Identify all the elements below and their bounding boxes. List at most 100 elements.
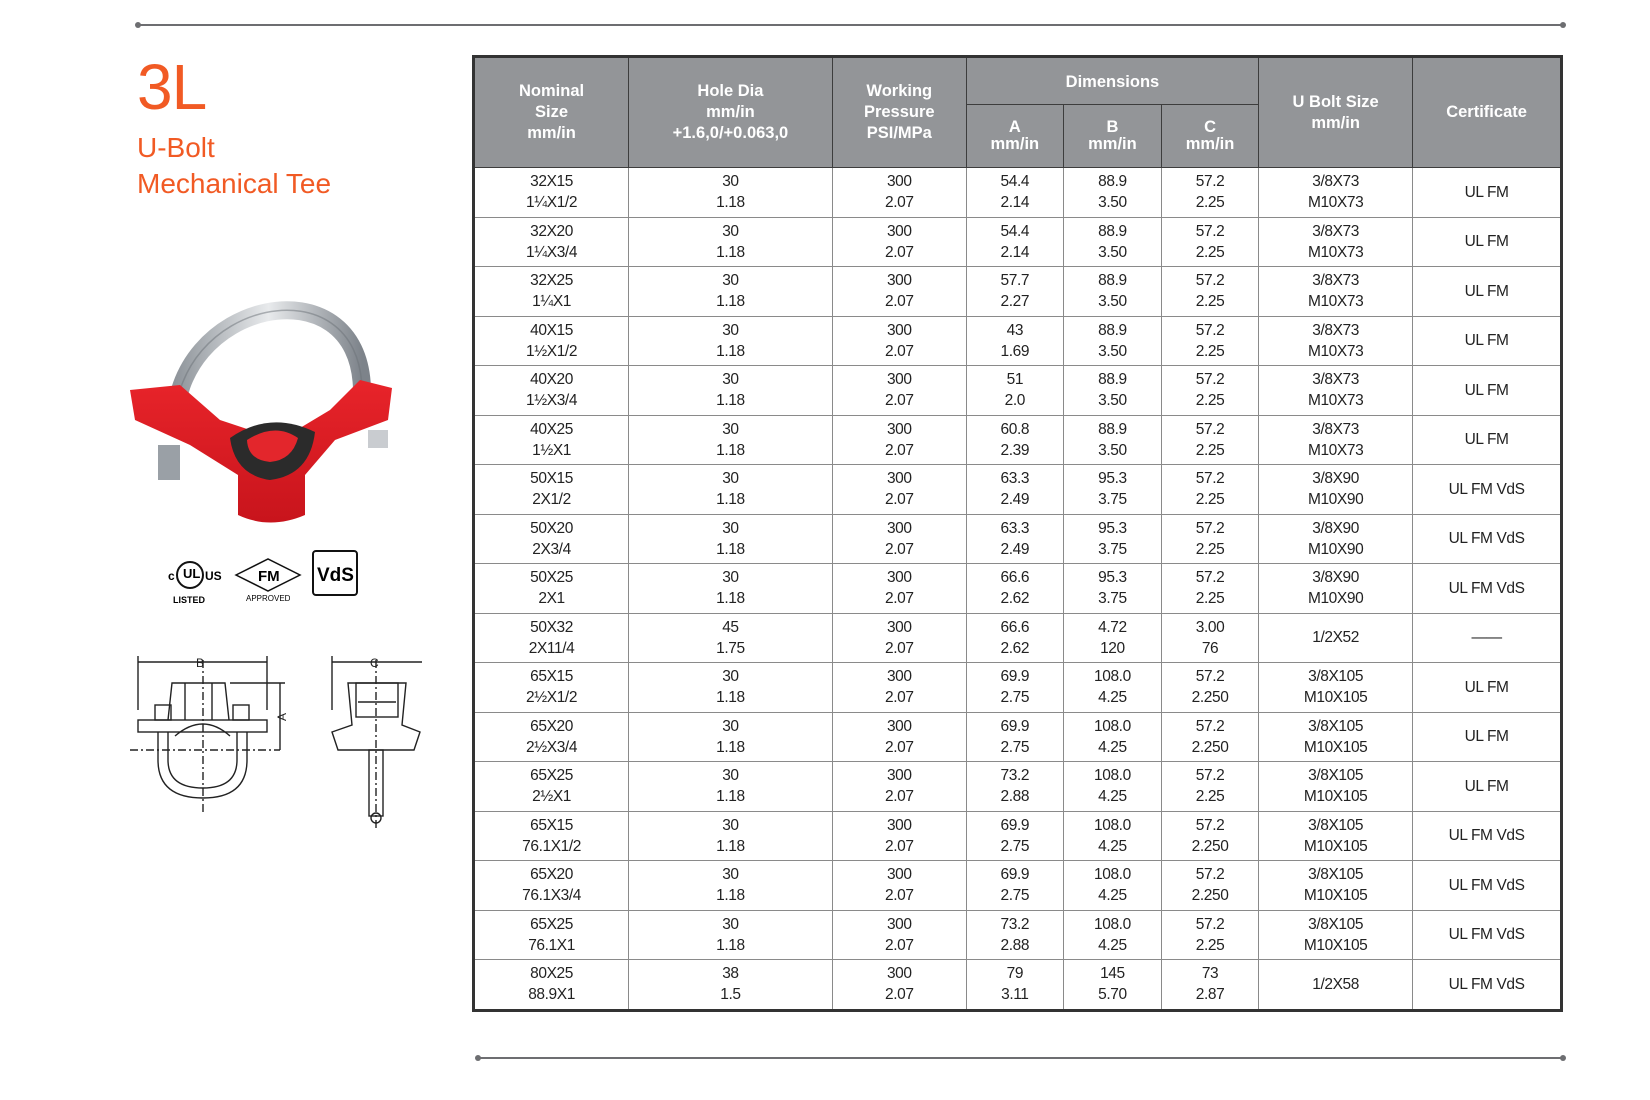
cell-size: 65X15 2½X1/2 xyxy=(472,662,630,713)
cell-b: 108.0 4.25 xyxy=(1062,662,1162,713)
cell-b: 145 5.70 xyxy=(1062,959,1162,1011)
cell-c: 73 2.87 xyxy=(1160,959,1260,1011)
cell-c: 57.2 2.25 xyxy=(1160,365,1260,416)
svg-text:FM: FM xyxy=(258,568,280,585)
cell-a: 57.7 2.27 xyxy=(965,266,1064,317)
cell-a: 73.2 2.88 xyxy=(965,761,1064,812)
cell-wp: 300 2.07 xyxy=(831,464,967,515)
vds-logo: VdS xyxy=(312,550,358,596)
cell-ubolt: 3/8X73 M10X73 xyxy=(1258,266,1414,317)
cell-c: 57.2 2.25 xyxy=(1160,563,1260,614)
cell-wp: 300 2.07 xyxy=(831,959,967,1011)
cell-b: 95.3 3.75 xyxy=(1062,563,1162,614)
cell-size: 65X20 2½X3/4 xyxy=(472,711,630,762)
cell-size: 65X25 76.1X1 xyxy=(472,909,630,960)
table-row: 50X32 2X11/4 45 1.75 300 2.07 66.6 2.62 4.72 120 3… xyxy=(472,612,1562,663)
cell-size: 40X20 1½X3/4 xyxy=(472,365,630,416)
cell-hole: 30 1.18 xyxy=(628,860,833,911)
cell-size: 40X25 1½X1 xyxy=(472,414,630,465)
cell-b: 108.0 4.25 xyxy=(1062,711,1162,762)
cell-a: 51 2.0 xyxy=(965,365,1064,416)
cell-a: 73.2 2.88 xyxy=(965,909,1064,960)
cell-a: 66.6 2.62 xyxy=(965,563,1064,614)
cell-b: 108.0 4.25 xyxy=(1062,810,1162,861)
cell-cert: UL FM xyxy=(1412,711,1562,762)
cell-cert: UL FM xyxy=(1412,266,1562,317)
cell-a: 69.9 2.75 xyxy=(965,662,1064,713)
table-row: 65X20 76.1X3/4 30 1.18 300 2.07 69.9 2.75 108.0 4… xyxy=(472,860,1562,911)
cell-a: 79 3.11 xyxy=(965,959,1064,1011)
svg-text:LISTED: LISTED xyxy=(173,595,206,605)
cell-cert: UL FM VdS xyxy=(1412,810,1562,861)
svg-text:UL: UL xyxy=(183,566,200,581)
cell-hole: 30 1.18 xyxy=(628,315,833,366)
ul-listed-logo: c UL US LISTED xyxy=(168,561,222,605)
cell-cert: UL FM xyxy=(1412,365,1562,416)
cell-hole: 30 1.18 xyxy=(628,216,833,267)
cell-size: 50X25 2X1 xyxy=(472,563,630,614)
cell-ubolt: 1/2X58 xyxy=(1258,959,1414,1011)
cell-cert: UL FM VdS xyxy=(1412,513,1562,564)
cell-ubolt: 3/8X73 M10X73 xyxy=(1258,167,1414,218)
cell-wp: 300 2.07 xyxy=(831,266,967,317)
cell-ubolt: 3/8X73 M10X73 xyxy=(1258,315,1414,366)
cell-size: 40X15 1½X1/2 xyxy=(472,315,630,366)
table-row: 40X20 1½X3/4 30 1.18 300 2.07 51 2.0 88.9 3.50 57.… xyxy=(472,365,1562,416)
header-u-bolt-size: U Bolt Size mm/in xyxy=(1258,56,1414,168)
cell-wp: 300 2.07 xyxy=(831,365,967,416)
cell-cert: UL FM VdS xyxy=(1412,959,1562,1011)
cell-c: 57.2 2.250 xyxy=(1160,860,1260,911)
cell-hole: 30 1.18 xyxy=(628,414,833,465)
cell-c: 57.2 2.25 xyxy=(1160,167,1260,218)
cell-c: 57.2 2.25 xyxy=(1160,315,1260,366)
cell-hole: 30 1.18 xyxy=(628,810,833,861)
side-view-drawing: C xyxy=(331,656,422,830)
cell-b: 88.9 3.50 xyxy=(1062,266,1162,317)
product-name: U-Bolt Mechanical Tee xyxy=(137,132,332,199)
cell-a: 63.3 2.49 xyxy=(965,513,1064,564)
cell-ubolt: 3/8X105 M10X105 xyxy=(1258,860,1414,911)
cell-cert: UL FM xyxy=(1412,662,1562,713)
model-number: 3L xyxy=(137,51,207,123)
cell-hole: 30 1.18 xyxy=(628,167,833,218)
cell-b: 4.72 120 xyxy=(1062,612,1162,663)
cell-cert: UL FM xyxy=(1412,414,1562,465)
title-block: 3L U-Bolt Mechanical Tee xyxy=(137,52,331,202)
cell-a: 60.8 2.39 xyxy=(965,414,1064,465)
cell-hole: 30 1.18 xyxy=(628,365,833,416)
cell-ubolt: 3/8X105 M10X105 xyxy=(1258,810,1414,861)
cell-hole: 30 1.18 xyxy=(628,662,833,713)
cell-wp: 300 2.07 xyxy=(831,662,967,713)
cell-b: 88.9 3.50 xyxy=(1062,216,1162,267)
svg-text:US: US xyxy=(205,569,222,583)
cell-ubolt: 3/8X105 M10X105 xyxy=(1258,909,1414,960)
cell-hole: 30 1.18 xyxy=(628,563,833,614)
cell-wp: 300 2.07 xyxy=(831,761,967,812)
table-row: 50X15 2X1/2 30 1.18 300 2.07 63.3 2.49 95.3 3.75 5… xyxy=(472,464,1562,515)
cell-size: 50X32 2X11/4 xyxy=(472,612,630,663)
table-row: 32X15 1¼X1/2 30 1.18 300 2.07 54.4 2.14 88.9 3.50… xyxy=(472,167,1562,218)
cell-size: 80X25 88.9X1 xyxy=(472,959,630,1011)
cell-ubolt: 3/8X105 M10X105 xyxy=(1258,662,1414,713)
cell-a: 69.9 2.75 xyxy=(965,810,1064,861)
svg-text:VdS: VdS xyxy=(317,565,354,586)
cell-c: 3.00 76 xyxy=(1160,612,1260,663)
cell-ubolt: 3/8X73 M10X73 xyxy=(1258,365,1414,416)
cell-c: 57.2 2.25 xyxy=(1160,266,1260,317)
cell-cert: UL FM xyxy=(1412,167,1562,218)
cell-cert: UL FM VdS xyxy=(1412,464,1562,515)
table-row: 65X25 2½X1 30 1.18 300 2.07 73.2 2.88 108.0 4.25 5… xyxy=(472,761,1562,812)
table-row: 50X20 2X3/4 30 1.18 300 2.07 63.3 2.49 95.3 3.75 5… xyxy=(472,513,1562,564)
table-row: 80X25 88.9X1 38 1.5 300 2.07 79 3.11 145 5.70 73 2.… xyxy=(472,959,1562,1011)
header-certificate: Certificate xyxy=(1412,56,1562,168)
cell-c: 57.2 2.25 xyxy=(1160,513,1260,564)
cell-wp: 300 2.07 xyxy=(831,563,967,614)
cell-cert: —— xyxy=(1412,612,1562,663)
cell-b: 108.0 4.25 xyxy=(1062,860,1162,911)
cell-hole: 45 1.75 xyxy=(628,612,833,663)
table-row: 40X15 1½X1/2 30 1.18 300 2.07 43 1.69 88.9 3.50 57… xyxy=(472,315,1562,366)
certification-logos: c UL US LISTED FM APPROVED VdS xyxy=(168,545,398,607)
table-row: 65X25 76.1X1 30 1.18 300 2.07 73.2 2.88 108.0 4.2… xyxy=(472,909,1562,960)
